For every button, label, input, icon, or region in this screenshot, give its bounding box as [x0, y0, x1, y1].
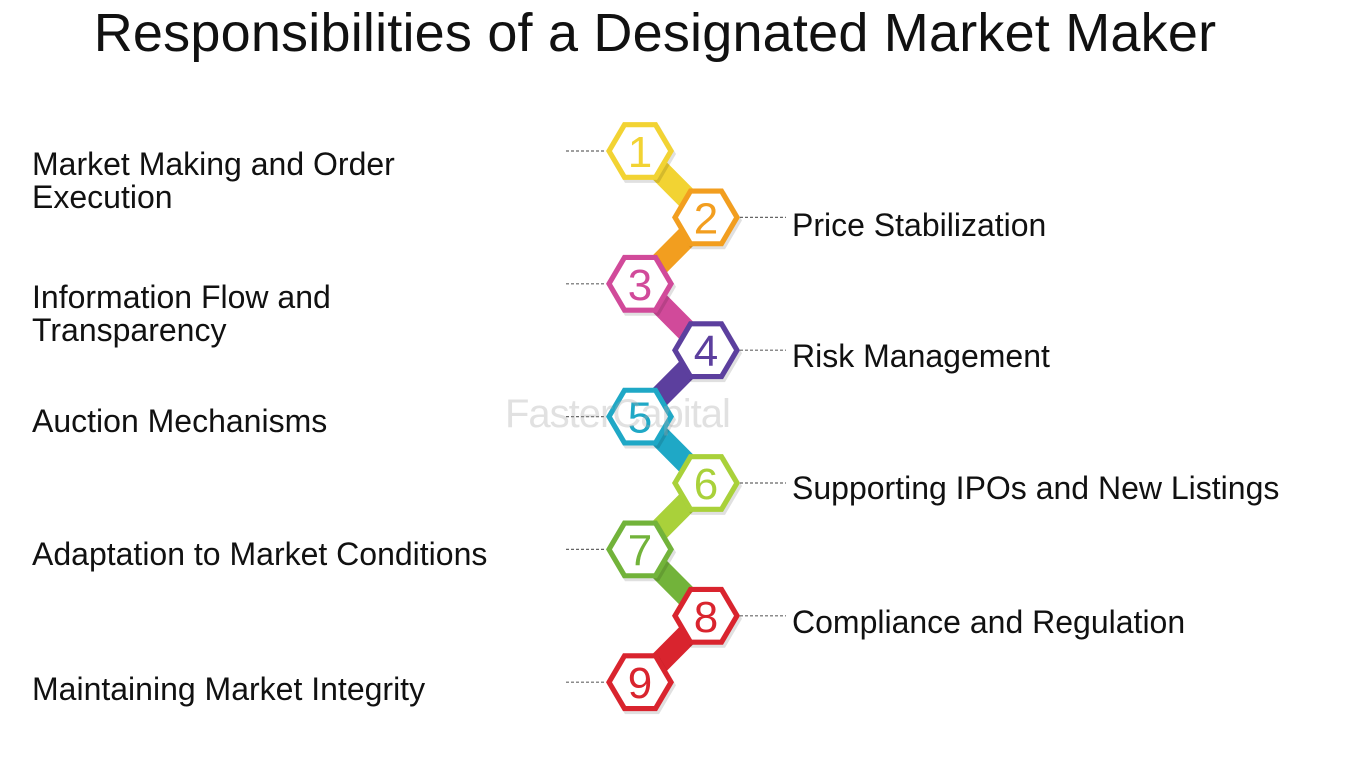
step-number-5: 5 — [628, 394, 652, 443]
step-label-6: Supporting IPOs and New Listings — [792, 470, 1280, 506]
step-label-5: Auction Mechanisms — [32, 403, 328, 439]
step-label-9: Maintaining Market Integrity — [32, 671, 426, 707]
page-title: Responsibilities of a Designated Market … — [93, 3, 1217, 63]
step-number-1: 1 — [628, 128, 652, 177]
step-label-3: Information Flow and Transparency — [32, 279, 331, 348]
step-hexagon-7: 7 — [606, 520, 676, 582]
step-number-7: 7 — [628, 526, 652, 575]
step-hexagon-3: 3 — [606, 254, 676, 316]
step-hexagon-5: 5 — [606, 387, 676, 449]
step-hexagon-9: 9 — [606, 653, 676, 715]
step-number-2: 2 — [694, 194, 718, 243]
step-hexagon-6: 6 — [672, 454, 742, 515]
step-hexagon-1: 1 — [606, 122, 676, 183]
step-number-6: 6 — [694, 460, 718, 509]
step-hexagon-2: 2 — [672, 188, 742, 250]
step-label-7: Adaptation to Market Conditions — [32, 536, 488, 572]
step-label-4: Risk Management — [792, 338, 1050, 374]
step-number-3: 3 — [628, 261, 652, 310]
step-number-9: 9 — [628, 659, 652, 708]
step-number-8: 8 — [694, 593, 718, 642]
step-label-2: Price Stabilization — [792, 207, 1047, 243]
step-label-8: Compliance and Regulation — [792, 604, 1186, 640]
step-hexagon-4: 4 — [672, 321, 742, 383]
step-hexagon-8: 8 — [672, 586, 742, 648]
step-label-1: Market Making and Order Execution — [32, 146, 395, 215]
step-number-4: 4 — [694, 327, 718, 376]
